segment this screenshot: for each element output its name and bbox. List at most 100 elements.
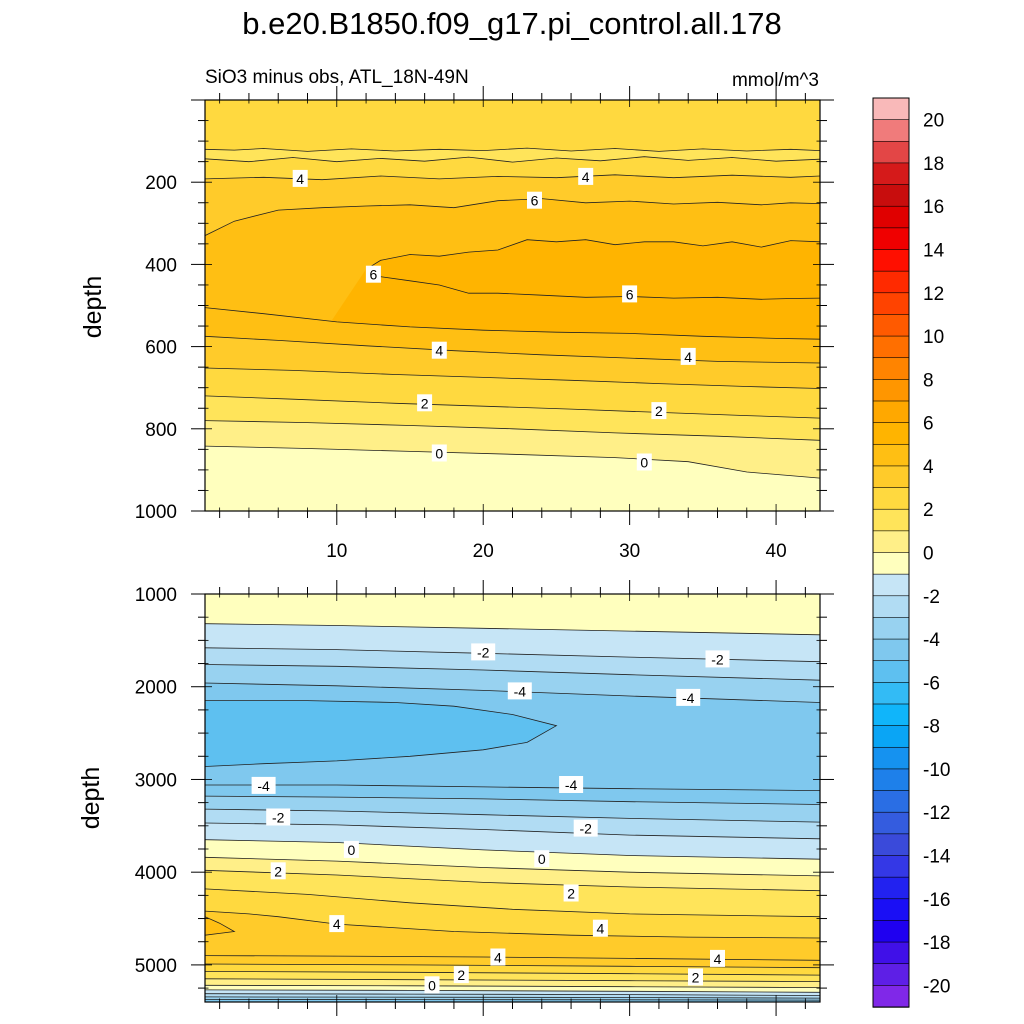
contour-label-0-9: 0: [435, 446, 443, 462]
contour-label-0-2: 6: [531, 193, 539, 209]
colorbar-tick-label: -12: [923, 803, 950, 824]
colorbar-tick-label: -4: [923, 630, 940, 651]
figure-title: b.e20.B1850.f09_g17.pi_control.all.178: [242, 6, 782, 41]
contour-line-0-5: [365, 268, 820, 300]
contour-line-0-10: [205, 420, 820, 441]
contour-line-0-3: [205, 198, 820, 236]
contour-label-1-4: -4: [257, 778, 270, 794]
contour-label-1-8: 0: [348, 842, 356, 858]
contour-label-0-10: 0: [640, 455, 648, 471]
colorbar-tick-label: 16: [923, 197, 944, 218]
colorbar: 20181614121086420-2-4-6-8-10-12-14-16-18…: [872, 97, 951, 1008]
contour-line-1-18: [205, 978, 820, 982]
y-tick-label: 200: [145, 173, 177, 194]
contour-line-1-6: [205, 795, 820, 805]
contour-label-1-0: -2: [477, 644, 490, 660]
y-tick-label: 5000: [135, 956, 177, 977]
contour-line-1-16: [205, 963, 820, 969]
colorbar-bin: [872, 552, 910, 575]
contour-line-1-7: [205, 808, 820, 823]
colorbar-bin: [872, 898, 910, 922]
contour-label-bg-1-9: [534, 850, 550, 868]
contour-label-1-11: 2: [567, 886, 575, 902]
colorbar-bin: [872, 508, 910, 532]
x-tick-label: 20: [473, 541, 494, 562]
colorbar-bin: [872, 357, 910, 381]
colorbar-bin: [872, 725, 910, 748]
y-axis-label-upper: depth: [79, 276, 107, 339]
contour-line-1-12: [205, 888, 820, 918]
colorbar-bin: [872, 443, 910, 467]
x-tick-label: 40: [766, 541, 787, 562]
colorbar-bin: [872, 205, 910, 229]
contour-line-1-19: [205, 984, 820, 988]
colorbar-bin: [872, 400, 910, 424]
colorbar-tick-label: 20: [923, 111, 944, 132]
colorbar-tick-label: -20: [923, 976, 950, 997]
contour-line-1-2: [205, 664, 820, 681]
contour-line-0-1: [205, 156, 820, 163]
contour-line-0-0: [205, 147, 820, 152]
contour-line-0-4: [365, 239, 820, 270]
contour-label-bg-1-11: [563, 884, 579, 902]
y-tick-label: 400: [145, 255, 177, 276]
colorbar-frame: [872, 97, 910, 1008]
contour-label-1-2: -4: [514, 683, 527, 699]
contour-label-bg-1-12: [329, 915, 345, 933]
contour-label-bg-1-14: [490, 948, 506, 966]
contour-label-bg-0-5: [431, 341, 447, 359]
contour-label-bg-1-2: [507, 682, 532, 700]
contour-label-0-0: 4: [296, 171, 304, 187]
contour-label-bg-1-0: [471, 643, 496, 661]
contour-label-0-6: 4: [684, 349, 692, 365]
contour-label-bg-1-13: [592, 919, 608, 937]
colorbar-bin: [872, 422, 910, 445]
contour-line-1-0: [205, 623, 820, 636]
contour-label-bg-0-8: [651, 402, 667, 420]
colorbar-bin: [872, 162, 910, 186]
contour-line-1-21: [205, 993, 820, 996]
contour-line-1-9: [205, 839, 820, 860]
contour-label-bg-0-7: [417, 394, 433, 412]
contour-line-0-7: [205, 335, 820, 364]
colorbar-bin: [872, 595, 910, 619]
colorbar-tick-label: -18: [923, 933, 950, 954]
colorbar-bin: [872, 920, 910, 943]
contour-line-1-14: [205, 916, 236, 936]
colorbar-bin: [872, 768, 910, 792]
colorbar-tick-label: -2: [923, 587, 940, 608]
colorbar-bin: [872, 855, 910, 878]
contour-line-0-2: [205, 174, 820, 181]
contour-fill-0-11: [205, 446, 820, 511]
contour-line-0-8: [205, 367, 820, 389]
colorbar-tick-label: 0: [923, 544, 934, 565]
contour-label-bg-1-15: [710, 949, 725, 967]
colorbar-bin: [872, 573, 910, 597]
colorbar-bin: [872, 184, 910, 207]
colorbar-tick-label: 8: [923, 370, 934, 391]
contour-label-bg-1-5: [559, 776, 584, 793]
contour-line-1-4: [205, 700, 558, 767]
contour-label-bg-1-3: [676, 688, 701, 706]
colorbar-bin: [872, 963, 910, 987]
contour-label-1-12: 4: [333, 916, 341, 932]
colorbar-tick-label: -6: [923, 673, 940, 694]
contour-line-1-17: [205, 971, 820, 976]
y-tick-label: 2000: [135, 678, 177, 699]
colorbar-tick-label: 10: [923, 327, 944, 348]
contour-label-bg-1-18: [424, 976, 440, 994]
contour-label-bg-1-8: [343, 840, 359, 858]
contour-line-1-8: [205, 822, 820, 840]
contour-label-bg-1-1: [705, 650, 730, 668]
colorbar-bin: [872, 746, 910, 770]
colorbar-bin: [872, 811, 910, 835]
contour-label-0-4: 6: [626, 286, 634, 302]
colorbar-tick-label: 4: [923, 457, 934, 478]
y-tick-label: 600: [145, 338, 177, 359]
colorbar-tick-label: -14: [923, 847, 951, 868]
contour-label-bg-1-6: [266, 808, 291, 826]
colorbar-bin: [872, 487, 910, 510]
contour-label-1-17: 2: [692, 969, 700, 985]
